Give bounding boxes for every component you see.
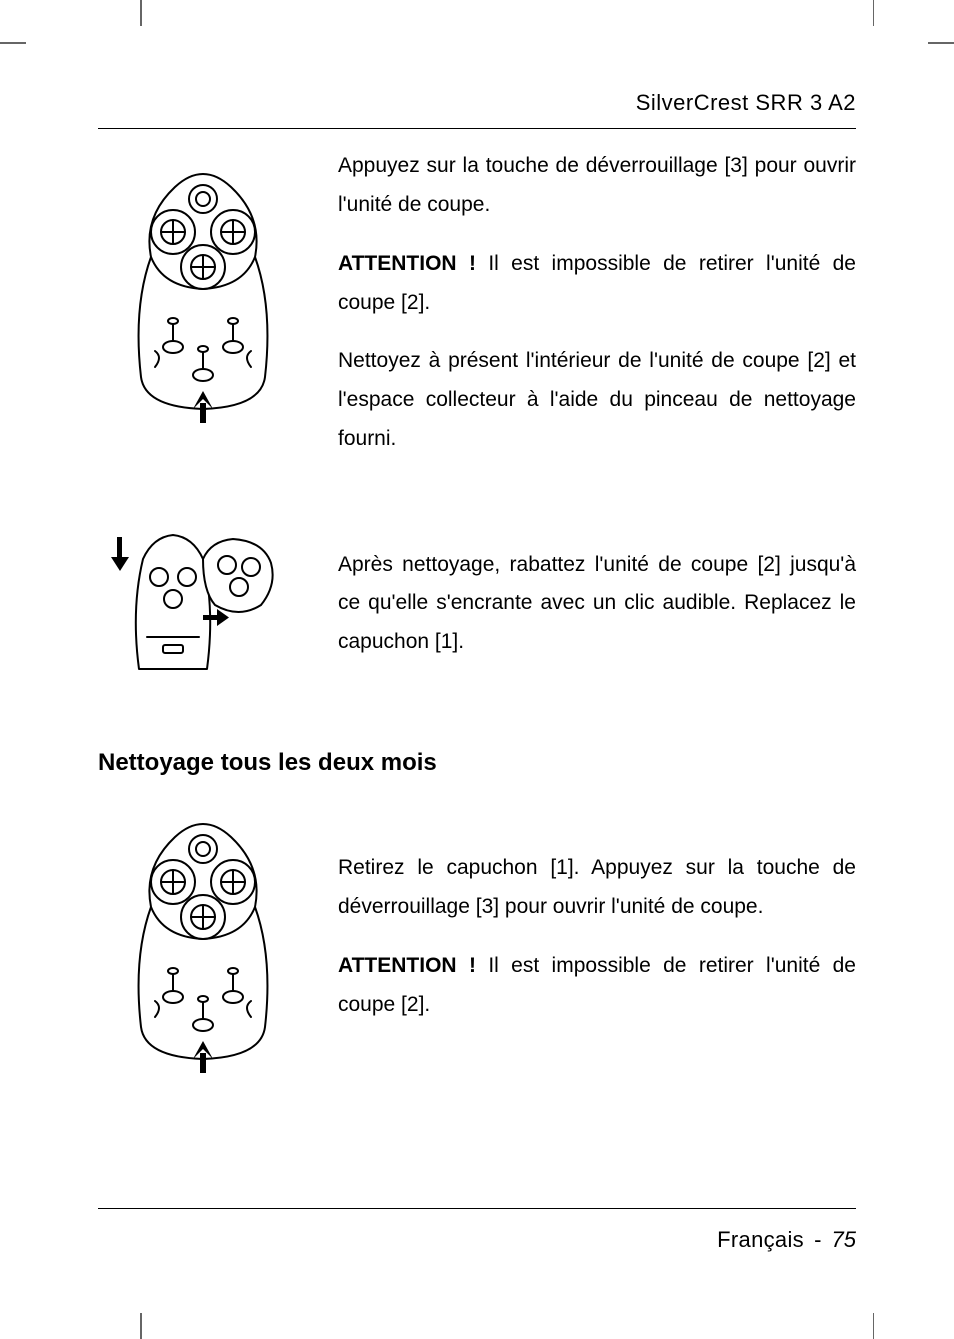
page-header: SilverCrest SRR 3 A2 (98, 90, 856, 129)
attention-label: ATTENTION ! (338, 252, 476, 275)
crop-mark (873, 1313, 875, 1339)
paragraph: Retirez le capuchon [1]. Appuyez sur la … (338, 849, 856, 927)
figure-shaver-close (98, 519, 308, 689)
instruction-text-2: Après nettoyage, rabattez l'unité de cou… (338, 546, 856, 663)
figure-shaver-open-2 (98, 797, 308, 1077)
attention-label: ATTENTION ! (338, 954, 476, 977)
product-title: SilverCrest SRR 3 A2 (636, 90, 856, 115)
figure-shaver-open (98, 147, 308, 427)
crop-mark (0, 42, 26, 44)
manual-page: SilverCrest SRR 3 A2 (0, 0, 954, 1339)
footer-language: Français (717, 1227, 804, 1252)
section-heading: Nettoyage tous les deux mois (98, 749, 856, 777)
page-footer: Français - 75 (717, 1227, 856, 1253)
instruction-block-1: Appuyez sur la touche de déverrouillage … (98, 147, 856, 459)
paragraph: Après nettoyage, rabattez l'unité de cou… (338, 546, 856, 663)
crop-mark (873, 0, 875, 26)
instruction-text-3: Retirez le capuchon [1]. Appuyez sur la … (338, 849, 856, 1024)
crop-mark (140, 1313, 142, 1339)
crop-mark (928, 42, 954, 44)
footer-rule (98, 1208, 856, 1209)
crop-mark (140, 0, 142, 26)
attention-paragraph: ATTENTION ! Il est impossible de retirer… (338, 947, 856, 1025)
footer-separator: - (814, 1227, 821, 1252)
paragraph: Nettoyez à présent l'intérieur de l'unit… (338, 342, 856, 459)
attention-paragraph: ATTENTION ! Il est impossible de retirer… (338, 245, 856, 323)
instruction-block-3: Retirez le capuchon [1]. Appuyez sur la … (98, 797, 856, 1077)
paragraph: Appuyez sur la touche de déverrouillage … (338, 147, 856, 225)
footer-page-number: 75 (832, 1227, 856, 1252)
instruction-text-1: Appuyez sur la touche de déverrouillage … (338, 147, 856, 459)
instruction-block-2: Après nettoyage, rabattez l'unité de cou… (98, 519, 856, 689)
